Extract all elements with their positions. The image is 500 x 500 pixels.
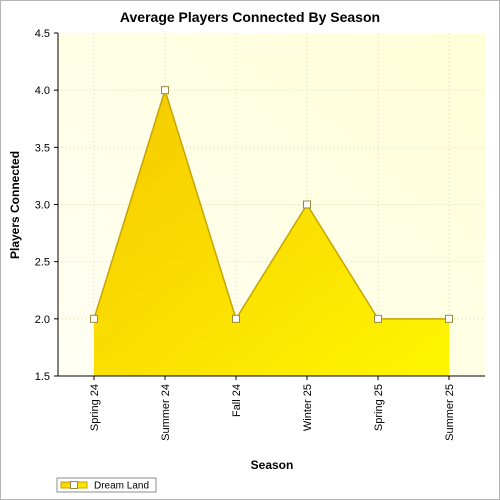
data-point [303,200,311,209]
x-tick-label: Fall 24 [231,384,243,417]
x-tick-label: Spring 25 [373,384,385,431]
data-point [90,314,98,323]
data-point [232,314,240,323]
legend-marker [70,481,78,489]
x-tick-label: Summer 25 [444,384,456,441]
x-tick-label: Winter 25 [302,384,314,431]
y-tick-label: 3.0 [35,200,50,212]
x-tick-label: Spring 24 [89,384,101,431]
legend: Dream Land [56,477,157,493]
y-tick-label: 2.5 [35,257,50,269]
series-area [90,86,453,377]
y-axis-ticks: 1.5 2.0 2.5 3.0 3.5 4.0 4.5 [35,28,58,383]
y-axis-title: Players Connected [8,151,22,259]
y-tick-label: 3.5 [35,142,50,154]
x-axis-ticks: Spring 24 Summer 24 Fall 24 Winter 25 Spring… [89,376,456,441]
x-tick-label: Summer 24 [160,384,172,441]
chart-title: Average Players Connected By Season [120,9,380,25]
x-axis-title: Season [251,458,294,472]
y-tick-label: 4.0 [35,85,50,97]
series-area-fill [94,90,449,377]
data-point [445,314,453,323]
data-point [374,314,382,323]
data-point [161,86,169,95]
y-tick-label: 1.5 [35,371,50,383]
legend-label: Dream Land [94,481,149,492]
y-tick-label: 2.0 [35,314,50,326]
y-tick-label: 4.5 [35,28,50,40]
series-line [93,87,449,321]
